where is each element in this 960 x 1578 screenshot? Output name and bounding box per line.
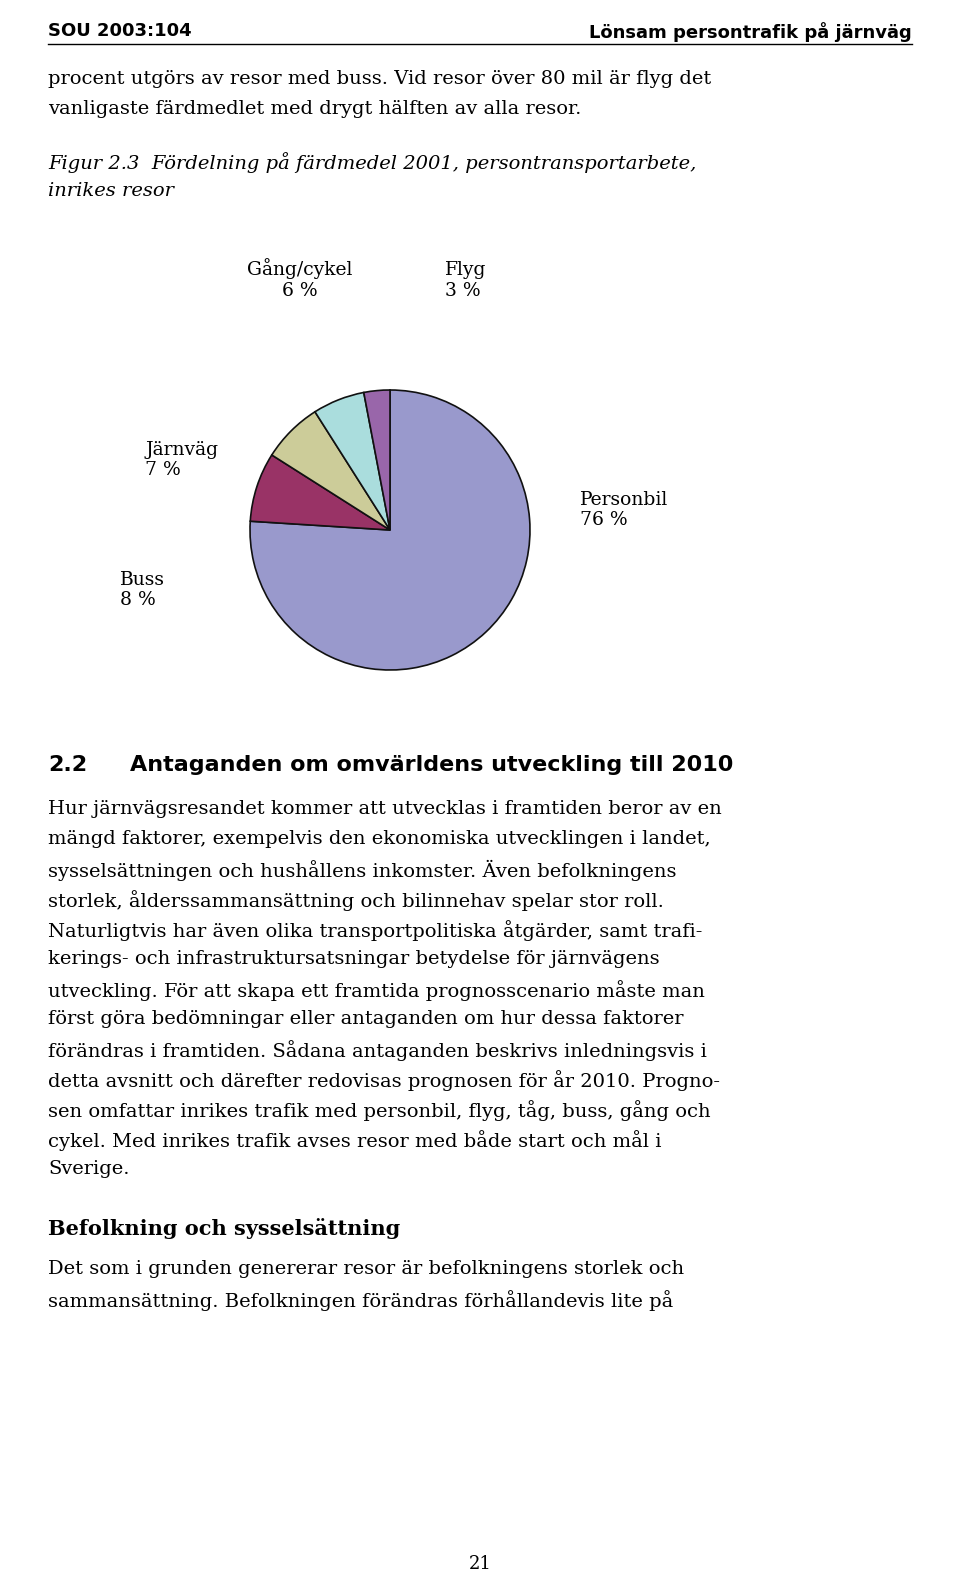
Text: Lönsam persontrafik på järnväg: Lönsam persontrafik på järnväg: [589, 22, 912, 43]
Text: cykel. Med inrikes trafik avses resor med både start och mål i: cykel. Med inrikes trafik avses resor me…: [48, 1130, 661, 1150]
Text: SOU 2003:104: SOU 2003:104: [48, 22, 192, 39]
Text: Figur 2.3  Fördelning på färdmedel 2001, persontransportarbete,: Figur 2.3 Fördelning på färdmedel 2001, …: [48, 151, 696, 174]
Text: Sverige.: Sverige.: [48, 1160, 130, 1179]
Wedge shape: [364, 390, 390, 530]
Text: detta avsnitt och därefter redovisas prognosen för år 2010. Progno-: detta avsnitt och därefter redovisas pro…: [48, 1070, 720, 1090]
Text: kerings- och infrastruktursatsningar betydelse för järnvägens: kerings- och infrastruktursatsningar bet…: [48, 950, 660, 967]
Text: procent utgörs av resor med buss. Vid resor över 80 mil är flyg det: procent utgörs av resor med buss. Vid re…: [48, 69, 711, 88]
Text: Järnväg
7 %: Järnväg 7 %: [145, 440, 218, 480]
Text: vanligaste färdmedlet med drygt hälften av alla resor.: vanligaste färdmedlet med drygt hälften …: [48, 99, 582, 118]
Text: 21: 21: [468, 1554, 492, 1573]
Text: förändras i framtiden. Sådana antaganden beskrivs inledningsvis i: förändras i framtiden. Sådana antaganden…: [48, 1040, 707, 1060]
Text: storlek, ålderssammansättning och bilinnehav spelar stor roll.: storlek, ålderssammansättning och bilinn…: [48, 890, 664, 911]
Text: Flyg
3 %: Flyg 3 %: [445, 262, 487, 300]
Text: Antaganden om omvärldens utveckling till 2010: Antaganden om omvärldens utveckling till…: [130, 754, 733, 775]
Text: Gång/cykel
6 %: Gång/cykel 6 %: [248, 259, 352, 300]
Wedge shape: [315, 393, 390, 530]
Text: inrikes resor: inrikes resor: [48, 181, 174, 200]
Text: Buss
8 %: Buss 8 %: [120, 571, 165, 609]
Wedge shape: [251, 454, 390, 530]
Wedge shape: [272, 412, 390, 530]
Text: utveckling. För att skapa ett framtida prognosscenario måste man: utveckling. För att skapa ett framtida p…: [48, 980, 705, 1000]
Text: sysselsättningen och hushållens inkomster. Även befolkningens: sysselsättningen och hushållens inkomste…: [48, 860, 677, 881]
Text: sen omfattar inrikes trafik med personbil, flyg, tåg, buss, gång och: sen omfattar inrikes trafik med personbi…: [48, 1100, 710, 1120]
Text: Befolkning och sysselsättning: Befolkning och sysselsättning: [48, 1218, 400, 1239]
Wedge shape: [250, 390, 530, 671]
Text: sammansättning. Befolkningen förändras förhållandevis lite på: sammansättning. Befolkningen förändras f…: [48, 1289, 673, 1311]
Text: Hur järnvägsresandet kommer att utvecklas i framtiden beror av en: Hur järnvägsresandet kommer att utveckla…: [48, 800, 722, 817]
Text: 2.2: 2.2: [48, 754, 87, 775]
Text: först göra bedömningar eller antaganden om hur dessa faktorer: först göra bedömningar eller antaganden …: [48, 1010, 684, 1027]
Text: Personbil
76 %: Personbil 76 %: [580, 491, 668, 529]
Text: mängd faktorer, exempelvis den ekonomiska utvecklingen i landet,: mängd faktorer, exempelvis den ekonomisk…: [48, 830, 710, 847]
Text: Det som i grunden genererar resor är befolkningens storlek och: Det som i grunden genererar resor är bef…: [48, 1259, 684, 1278]
Text: Naturligtvis har även olika transportpolitiska åtgärder, samt trafi-: Naturligtvis har även olika transportpol…: [48, 920, 703, 940]
